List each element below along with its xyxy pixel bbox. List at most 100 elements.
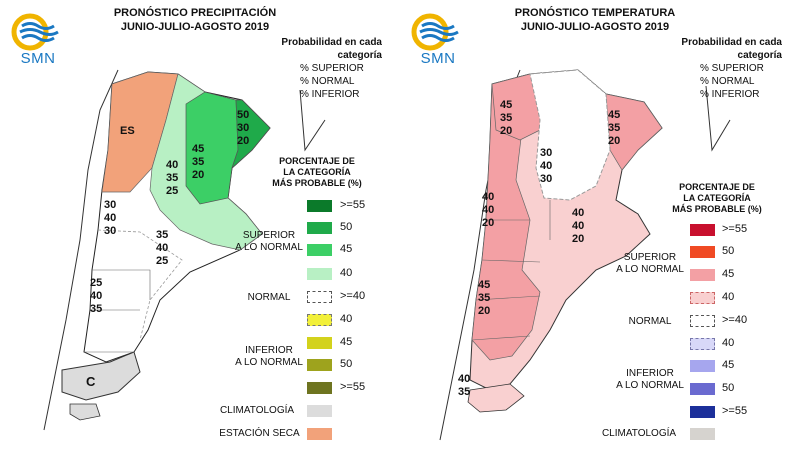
- precip-region-cl-shape: [61, 351, 141, 401]
- cat-inferior-line2: A LO NORMAL: [235, 357, 303, 368]
- precip-legend-label-7: 45: [340, 336, 353, 348]
- precip-region-ne-label: 50 30 20: [237, 109, 252, 147]
- temp-region-pam-label: 40 40 20: [572, 207, 587, 245]
- temp-legend-swatch-8: [690, 383, 715, 395]
- temp-region-cen-label: 30 40 30: [540, 147, 555, 185]
- legend-title-line1: PORCENTAJE DE: [279, 156, 355, 166]
- precip-region-cuyo-label: 30 40 30: [104, 199, 119, 237]
- prob-superior: % SUPERIOR: [300, 63, 364, 74]
- temperature-forecast-panel: 45 35 20 45 35 20 30 40 30 40 40 20 40 4…: [400, 0, 800, 450]
- temp-legend-swatch-7: [690, 360, 715, 372]
- prob-inferior: % INFERIOR: [700, 89, 760, 100]
- temp-title-text: PRONÓSTICO TEMPERATURA: [514, 7, 676, 19]
- temp-legend-swatch-6: [690, 338, 715, 350]
- temp-legend-title: PORCENTAJE DE LA CATEGORÍA MÁS PROBABLE …: [662, 182, 772, 215]
- precip-probability-key: Probabilidad en cada categoría % SUPERIO…: [262, 36, 382, 101]
- cat-inferior-line1: INFERIOR: [245, 345, 293, 356]
- legend-title-line2: LA CATEGORÍA: [283, 167, 351, 177]
- precip-legend-label-3: 45: [340, 243, 353, 255]
- precip-region-pam-label: 35 40 25: [156, 229, 171, 267]
- precip-region-cl-label: C: [86, 374, 96, 389]
- temp-legend-label-1: >=55: [722, 223, 748, 235]
- temp-cat-normal: NORMAL: [628, 316, 672, 327]
- temp-region-west-shape: [471, 73, 541, 361]
- smn-logo: [408, 10, 468, 72]
- temp-legend-label-9: >=55: [722, 405, 748, 417]
- precip-legend-swatch-7: [307, 337, 332, 349]
- precip-legend-label-6: 40: [340, 313, 353, 325]
- temp-legend-label-7: 45: [722, 359, 735, 371]
- precip-region-lit-shape: [185, 91, 239, 205]
- temp-subtitle-text: JUNIO-JULIO-AGOSTO 2019: [520, 21, 670, 33]
- smn-logo-text: SMN: [420, 50, 456, 67]
- cat-superior-line1: SUPERIOR: [242, 230, 296, 241]
- precip-legend-title: PORCENTAJE DE LA CATEGORÍA MÁS PROBABLE …: [262, 156, 372, 189]
- temp-legend-swatch-4: [690, 292, 715, 304]
- legend-title-line3: MÁS PROBABLE (%): [672, 204, 762, 214]
- prob-header-line2: categoría: [337, 50, 382, 61]
- temp-legend-swatch-9: [690, 406, 715, 418]
- prob-normal: % NORMAL: [700, 76, 755, 87]
- temp-legend-label-5: >=40: [722, 314, 748, 326]
- precip-legend-swatch-seca: [307, 428, 332, 440]
- cat-inferior-line2: A LO NORMAL: [616, 380, 684, 391]
- cat-inferior-line1: INFERIOR: [626, 368, 674, 379]
- cat-superior-line2: A LO NORMAL: [616, 264, 684, 275]
- precip-title: PRONÓSTICO PRECIPITACIÓN JUNIO-JULIO-AGO…: [100, 6, 290, 34]
- precip-region-es-label: ES: [120, 125, 135, 137]
- precip-cat-normal: NORMAL: [247, 292, 291, 303]
- precip-legend-swatch-clim: [307, 405, 332, 417]
- precip-legend-swatch-8: [307, 359, 332, 371]
- precip-region-ne-shape: [231, 99, 271, 170]
- precip-legend-swatch-4: [307, 268, 332, 280]
- precip-title-text: PRONÓSTICO PRECIPITACIÓN: [113, 7, 277, 19]
- precip-legend-swatch-5: [307, 291, 332, 303]
- legend-title-line3: MÁS PROBABLE (%): [272, 178, 362, 188]
- prob-normal: % NORMAL: [300, 76, 355, 87]
- temp-legend-label-2: 50: [722, 245, 735, 257]
- prob-inferior: % INFERIOR: [300, 89, 360, 100]
- temp-legend-swatch-1: [690, 224, 715, 236]
- temp-region-cen-shape: [529, 69, 611, 201]
- precip-legend-swatch-2: [307, 222, 332, 234]
- temp-cat-inferior: INFERIOR A LO NORMAL: [614, 368, 686, 392]
- temp-legend-label-clim: CLIMATOLOGÍA: [601, 428, 677, 439]
- precip-region-pat-label: 25 40 35: [90, 277, 105, 315]
- temp-region-sur-label: 40 35: [458, 373, 473, 398]
- precip-legend-swatch-9: [307, 382, 332, 394]
- smn-logo: [8, 10, 68, 72]
- precip-legend-label-1: >=55: [340, 199, 366, 211]
- prob-superior: % SUPERIOR: [700, 63, 764, 74]
- precipitation-map: ES 50 30 20 45 35 20 40 35 25 30 40 30 3…: [43, 69, 326, 431]
- prob-header-line1: Probabilidad en cada: [681, 37, 782, 48]
- precip-region-lit-label: 45 35 20: [192, 143, 207, 181]
- temp-legend-swatch-clim: [690, 428, 715, 440]
- temperature-map: 45 35 20 45 35 20 30 40 30 40 40 20 40 4…: [439, 69, 731, 441]
- cat-superior-line1: SUPERIOR: [623, 252, 677, 263]
- precip-legend-swatch-6: [307, 314, 332, 326]
- smn-logo-icon: [411, 13, 459, 51]
- precipitation-forecast-panel: ES 50 30 20 45 35 20 40 35 25 30 40 30 3…: [8, 6, 382, 440]
- temp-region-pat-label: 45 35 20: [478, 279, 493, 317]
- prob-header-line2: categoría: [737, 50, 782, 61]
- temp-legend-swatch-5: [690, 315, 715, 327]
- temp-legend-label-8: 50: [722, 382, 735, 394]
- temp-region-ne-label: 45 35 20: [608, 109, 623, 147]
- legend-title-line2: LA CATEGORÍA: [683, 193, 751, 203]
- prob-header-line1: Probabilidad en cada: [281, 37, 382, 48]
- temp-legend-swatch-3: [690, 269, 715, 281]
- precip-legend-label-seca: ESTACIÓN SECA: [219, 428, 300, 439]
- precip-legend-swatch-1: [307, 200, 332, 212]
- precip-cat-superior: SUPERIOR A LO NORMAL: [234, 230, 304, 254]
- precip-region-cen-label: 40 35 25: [166, 159, 181, 197]
- precip-legend-label-2: 50: [340, 221, 353, 233]
- precip-legend-swatch-3: [307, 244, 332, 256]
- temp-title: PRONÓSTICO TEMPERATURA JUNIO-JULIO-AGOST…: [500, 6, 690, 34]
- temp-legend-label-4: 40: [722, 291, 735, 303]
- precip-legend-label-8: 50: [340, 358, 353, 370]
- temp-cat-superior: SUPERIOR A LO NORMAL: [614, 252, 686, 276]
- precip-legend-label-5: >=40: [340, 290, 366, 302]
- temp-legend-label-6: 40: [722, 337, 735, 349]
- legend-title-line1: PORCENTAJE DE: [679, 182, 755, 192]
- temp-legend-label-3: 45: [722, 268, 735, 280]
